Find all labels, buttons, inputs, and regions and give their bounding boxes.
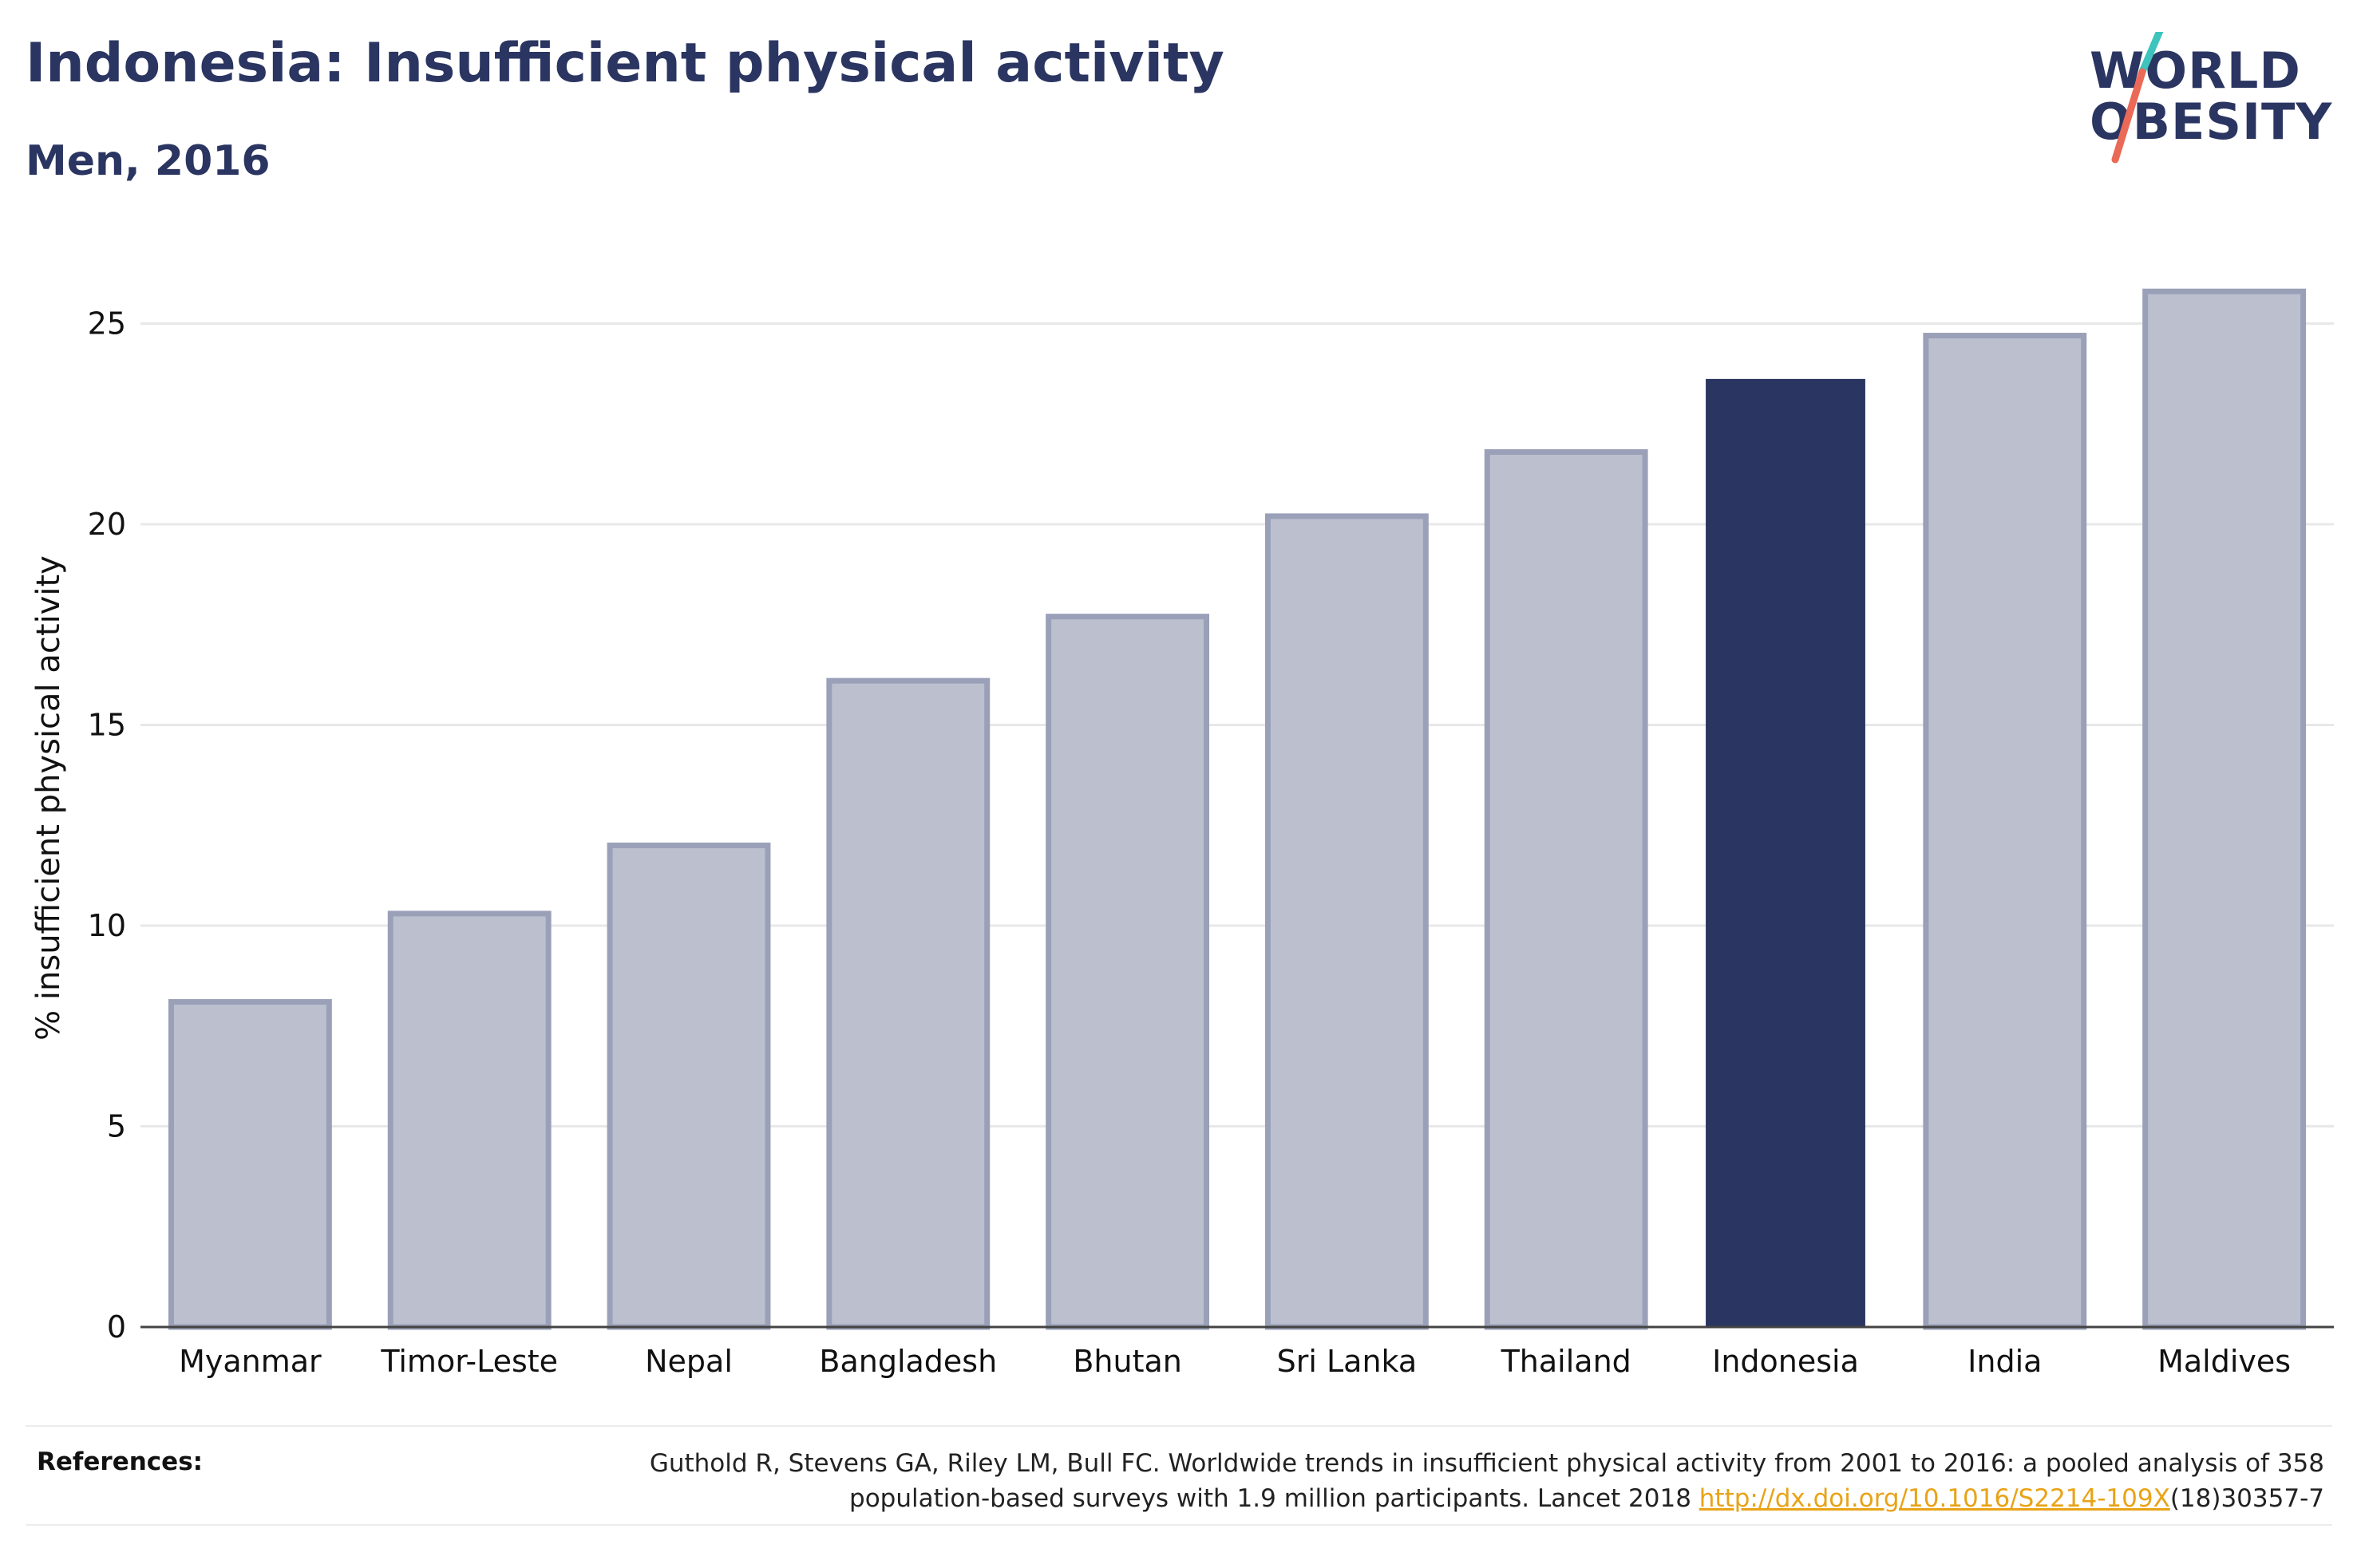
x-tick-label: Sri Lanka (1277, 1344, 1418, 1379)
y-tick-label: 5 (107, 1108, 126, 1143)
logo-text-world: WORLD (2090, 41, 2301, 100)
references-text: Guthold R, Stevens GA, Riley LM, Bull FC… (488, 1446, 2324, 1516)
bar-nepal (607, 842, 771, 1330)
bar-timor-leste (387, 910, 552, 1330)
y-tick-label: 25 (88, 306, 126, 341)
chart-title: Indonesia: Insufficient physical activit… (26, 32, 1224, 95)
bar-india (1923, 333, 2087, 1330)
y-tick-label: 0 (107, 1309, 126, 1345)
x-tick-label: Timor-Leste (380, 1344, 558, 1379)
x-tick-label: Indonesia (1712, 1344, 1859, 1379)
y-tick-label: 15 (88, 707, 126, 742)
x-tick-label: Bhutan (1073, 1344, 1182, 1379)
bar-sri-lanka (1264, 513, 1429, 1330)
references-label: References: (37, 1448, 204, 1476)
world-obesity-logo: WORLD OBESITY (2075, 32, 2347, 168)
references-divider-bottom (26, 1524, 2332, 1526)
reference-line-2: population-based surveys with 1.9 millio… (849, 1484, 1699, 1513)
x-tick-label: Bangladesh (819, 1344, 997, 1379)
x-tick-label: Thailand (1501, 1344, 1631, 1379)
reference-line-1: Guthold R, Stevens GA, Riley LM, Bull FC… (649, 1449, 2324, 1478)
y-tick-label: 10 (88, 908, 126, 943)
x-tick-label: Nepal (645, 1344, 733, 1379)
x-tick-label: Myanmar (179, 1344, 322, 1379)
bars (168, 288, 2307, 1330)
y-axis-label: % insufficient physical activity (30, 555, 67, 1041)
chart-subtitle: Men, 2016 (26, 137, 271, 185)
y-tick-label: 20 (88, 507, 126, 542)
logo-slash-icon (2111, 32, 2164, 164)
bar-myanmar (168, 999, 332, 1330)
axes: 0 5 10 15 20 25 Myanmar Timor-Leste Nepal Banglad… (88, 306, 2334, 1379)
bar-maldives (2142, 288, 2307, 1330)
bar-bangladesh (826, 677, 991, 1330)
bar-thailand (1484, 448, 1648, 1330)
reference-line-2-suffix: (18)30357-7 (2169, 1484, 2324, 1513)
bar-bhutan (1046, 614, 1210, 1330)
doi-link[interactable]: http://dx.doi.org/10.1016/S2214-109X (1699, 1484, 2170, 1513)
bar-indonesia (1706, 378, 1865, 1328)
x-tick-label: Maldives (2157, 1344, 2291, 1379)
x-tick-label: India (1968, 1344, 2042, 1379)
references-divider-top (26, 1425, 2332, 1427)
